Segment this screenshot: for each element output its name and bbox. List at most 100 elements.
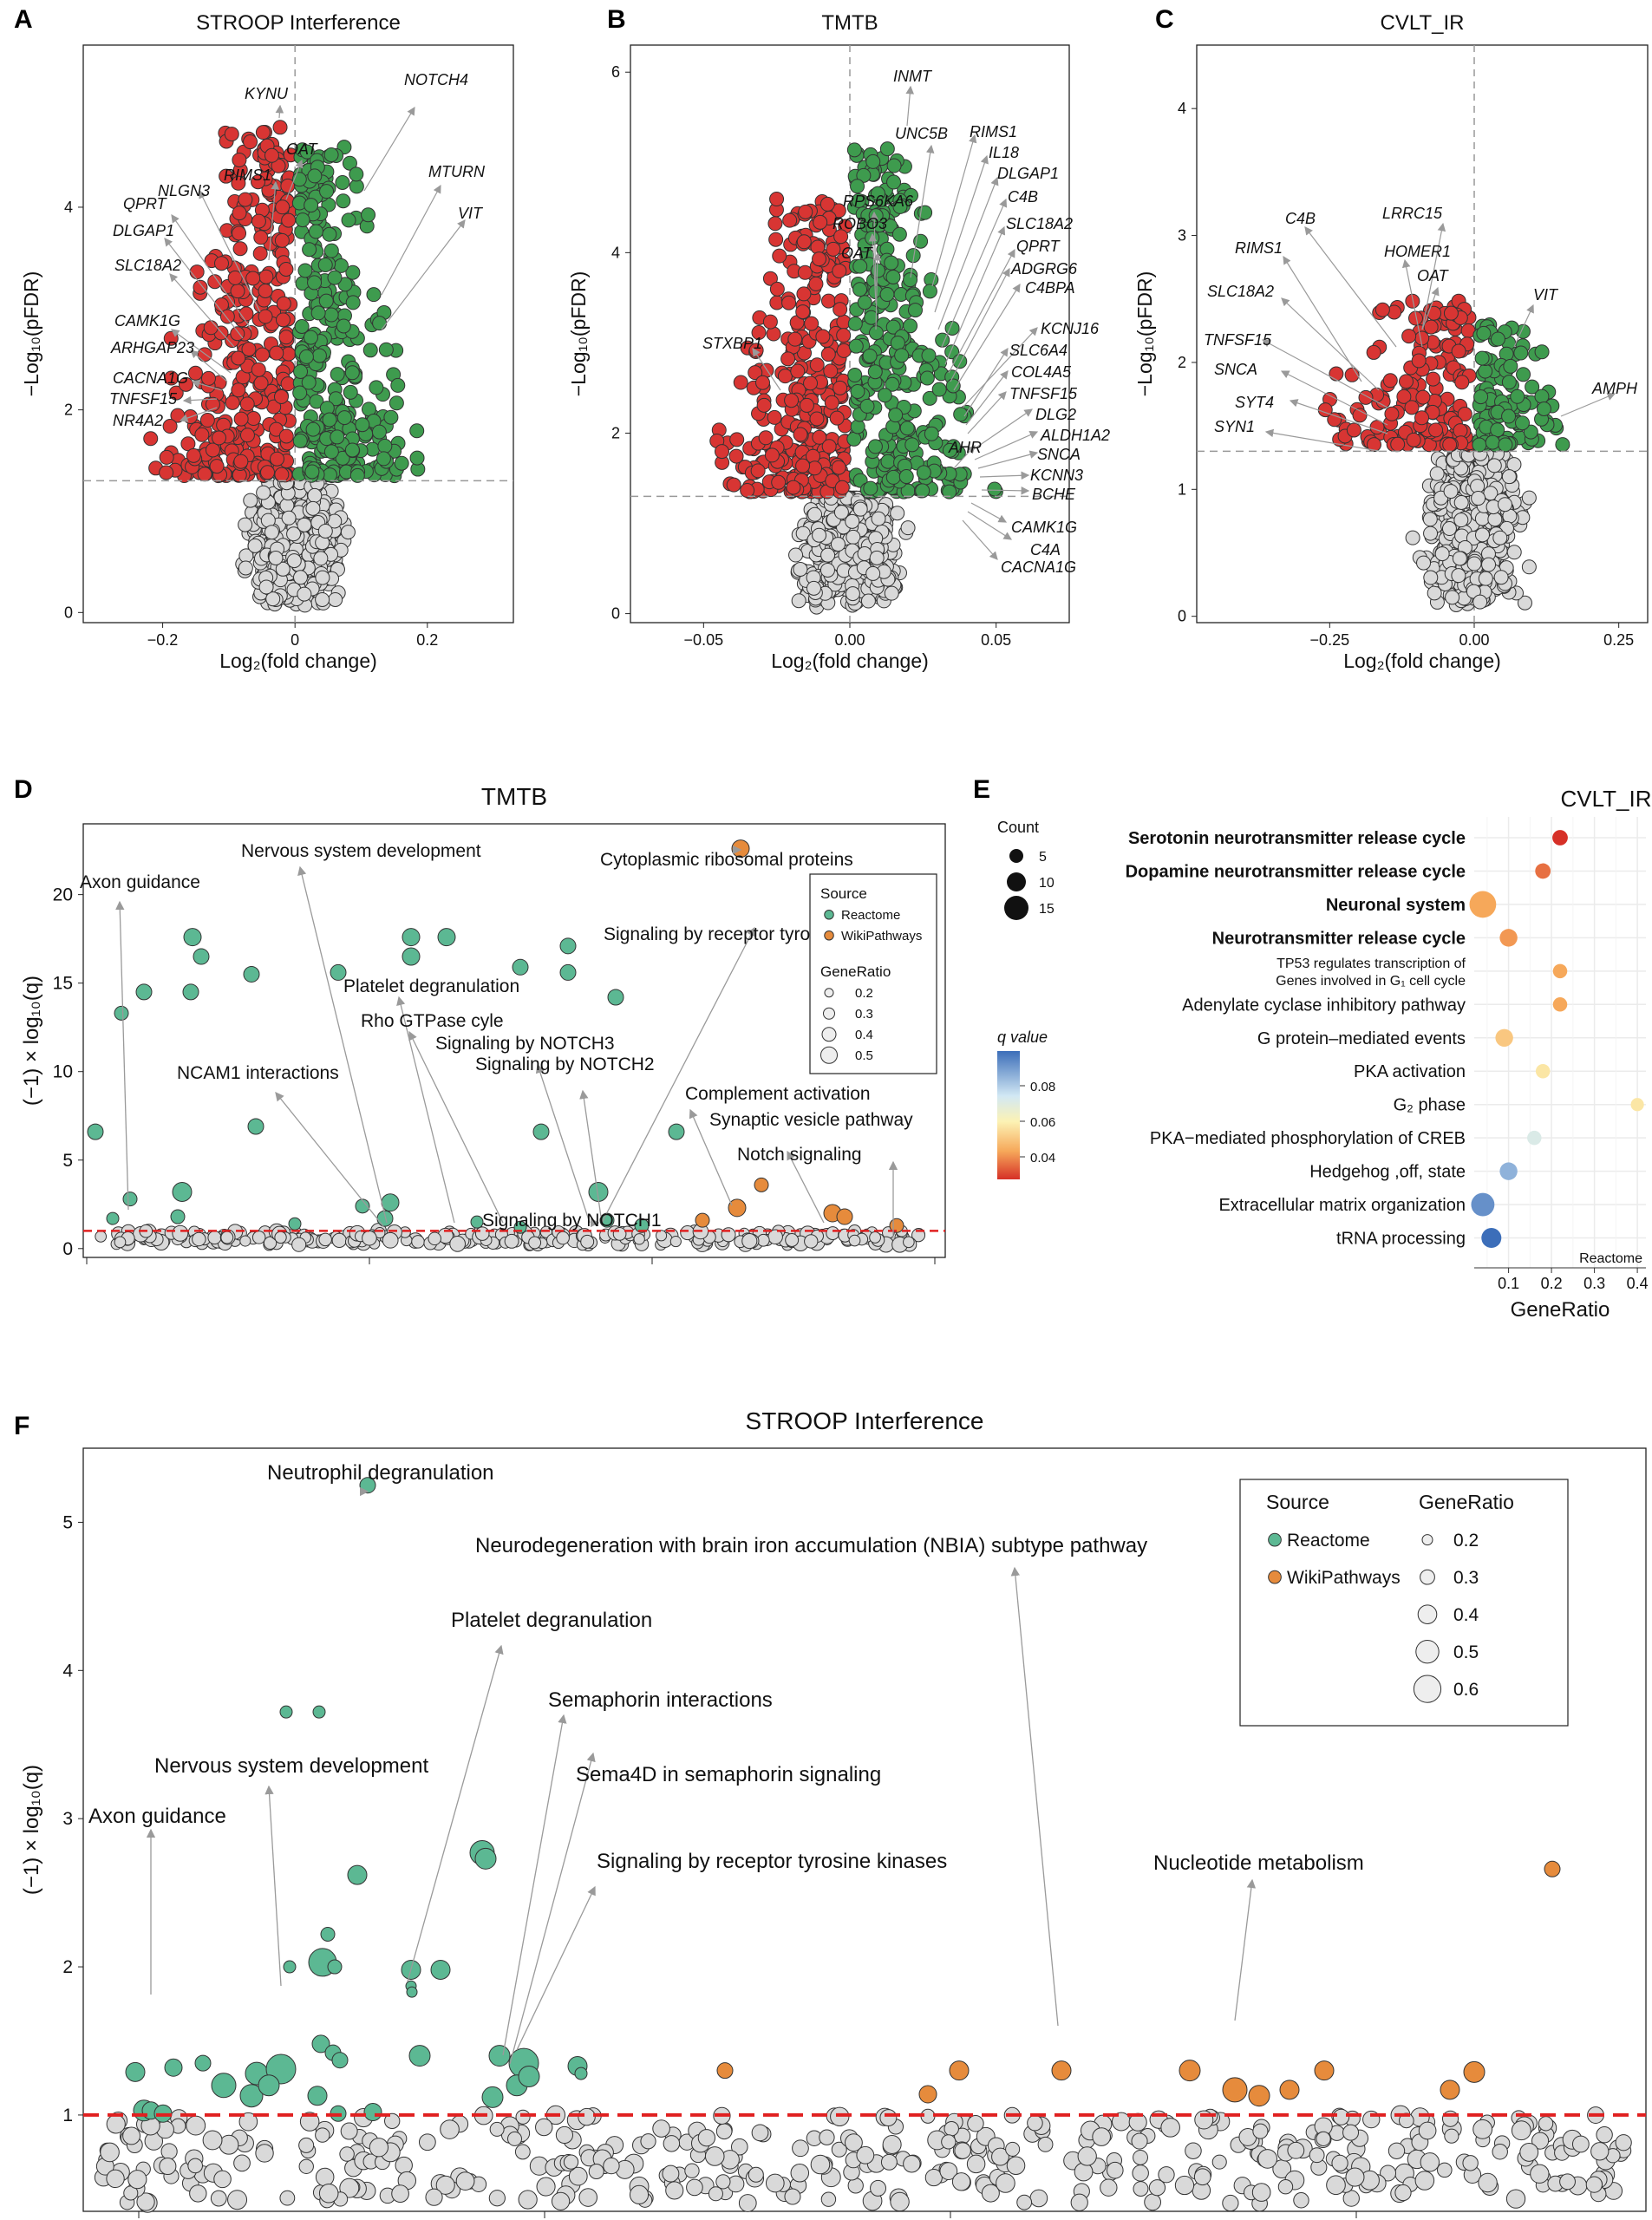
- data-point: [474, 1847, 497, 1870]
- pathway-label: PKA−mediated phosphorylation of CREB: [1150, 1129, 1466, 1148]
- data-point: [924, 426, 939, 441]
- data-point: [728, 1198, 747, 1218]
- data-point: [203, 320, 219, 336]
- data-point: [159, 2157, 177, 2176]
- pathway-label-arrow: [579, 1089, 603, 1224]
- legend-size-swatch: [1421, 1534, 1433, 1546]
- data-point: [212, 430, 227, 446]
- data-point: [819, 2129, 835, 2145]
- data-point: [1478, 2172, 1498, 2193]
- data-point: [402, 928, 421, 947]
- y-tick-label: 10: [53, 1062, 73, 1082]
- gene-label-arrow: [979, 471, 1030, 480]
- data-point: [1382, 373, 1398, 388]
- data-point: [369, 380, 384, 395]
- data-point: [227, 270, 243, 285]
- data-point: [885, 469, 901, 485]
- data-point: [1394, 2184, 1412, 2202]
- data-point: [301, 375, 317, 390]
- data-point: [210, 2190, 227, 2207]
- legend-ratio-label: 0.3: [855, 1007, 873, 1022]
- data-point: [238, 560, 253, 576]
- pathway-label: Serotonin neurotransmitter release cycle: [1128, 829, 1466, 848]
- data-point: [1478, 363, 1493, 379]
- data-point: [1331, 2154, 1348, 2172]
- data-point: [857, 546, 872, 562]
- y-axis-label: −Log₁₀(pFDR): [20, 271, 42, 397]
- pathway-label: Complement activation: [685, 1084, 871, 1104]
- data-point: [588, 2163, 604, 2180]
- data-point: [409, 423, 425, 439]
- data-point: [239, 428, 255, 443]
- data-point: [987, 481, 1002, 497]
- pathway-label: Genes involved in G₁ cell cycle: [1276, 974, 1466, 989]
- data-point: [232, 225, 247, 241]
- data-point: [795, 526, 811, 541]
- legend-swatch-reactome: [1268, 1532, 1282, 1547]
- legend-swatch-reactome: [824, 910, 834, 920]
- pathway-label: Neurodegeneration with brain iron accumu…: [475, 1534, 1147, 1557]
- data-point: [640, 2133, 656, 2150]
- data-point: [715, 2174, 731, 2190]
- gene-label: ARHGAP23: [110, 339, 194, 356]
- pathway-label: tRNA processing: [1336, 1230, 1466, 1249]
- data-point: [106, 2114, 126, 2134]
- data-point: [966, 2154, 986, 2174]
- data-point: [890, 506, 905, 521]
- data-point: [311, 348, 327, 363]
- y-tick-label: 0: [64, 604, 73, 621]
- data-point: [900, 520, 916, 536]
- data-point: [528, 1236, 542, 1250]
- data-point: [302, 242, 317, 258]
- x-axis-label: Log₂(fold change): [771, 650, 929, 672]
- data-point: [383, 409, 399, 425]
- gene-label: RIMS1: [1235, 239, 1283, 257]
- data-point: [860, 593, 876, 609]
- data-point: [331, 1232, 347, 1248]
- data-point: [1160, 2118, 1180, 2138]
- data-point: [164, 370, 180, 386]
- data-point: [754, 1177, 769, 1192]
- data-point: [819, 562, 835, 578]
- gene-label-arrow: [948, 248, 1015, 374]
- data-point: [281, 212, 297, 228]
- data-point: [233, 454, 249, 469]
- data-point: [850, 419, 865, 434]
- gene-label-arrow: [285, 159, 304, 200]
- data-point: [578, 2188, 597, 2207]
- data-point: [515, 2109, 531, 2125]
- data-point: [518, 2190, 538, 2210]
- y-tick-label: 5: [62, 1512, 73, 1532]
- data-point: [488, 2045, 511, 2067]
- legend-count-label: 10: [1039, 876, 1055, 891]
- data-point: [293, 363, 309, 379]
- x-tick-label: 0.1: [1498, 1275, 1519, 1292]
- data-point: [274, 232, 290, 248]
- pathway-dot: [1552, 997, 1568, 1012]
- data-point: [265, 591, 281, 607]
- x-axis-label: Log₂(fold change): [1343, 650, 1501, 672]
- data-point: [863, 480, 878, 496]
- data-point: [315, 591, 330, 607]
- gene-label: SYT4: [1235, 394, 1274, 411]
- data-point: [812, 251, 827, 267]
- data-point: [629, 2184, 650, 2204]
- data-point: [1074, 2162, 1094, 2182]
- y-tick-label: 0: [611, 605, 620, 623]
- data-point: [143, 431, 159, 447]
- legend-source-title: Source: [1266, 1491, 1329, 1513]
- legend-size-swatch: [820, 1046, 838, 1064]
- data-point: [813, 214, 828, 230]
- data-point: [323, 147, 339, 163]
- data-point: [292, 433, 308, 448]
- data-point: [1521, 559, 1537, 575]
- data-point: [680, 1225, 695, 1241]
- data-point: [307, 487, 323, 503]
- y-tick-label: 4: [62, 1661, 73, 1681]
- data-point: [1332, 2108, 1350, 2125]
- colorbar-tick-label: 0.06: [1030, 1115, 1055, 1130]
- pathway-label: NCAM1 interactions: [177, 1063, 339, 1083]
- data-point: [230, 284, 245, 299]
- data-point: [1462, 2155, 1479, 2171]
- data-point: [1423, 526, 1439, 541]
